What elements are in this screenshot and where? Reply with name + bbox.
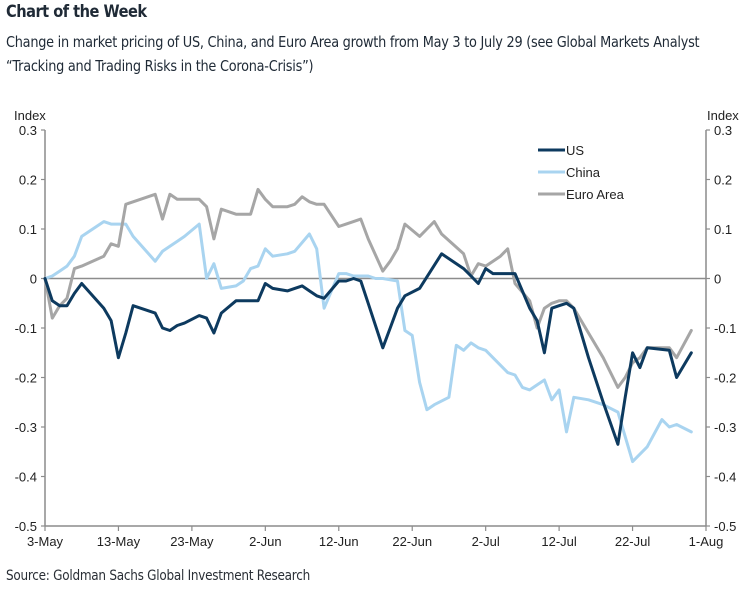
- series-line-us: [43, 252, 693, 446]
- series-line-euro-area: [43, 187, 693, 389]
- x-tick-label: 12-Jul: [541, 534, 577, 549]
- y-tick-label-right: 0: [714, 272, 721, 287]
- y-tick-label-left: -0.4: [15, 470, 37, 485]
- x-tick-label: 13-May: [97, 534, 141, 549]
- x-tick-label: 2-Jun: [249, 534, 282, 549]
- x-tick-label: 1-Aug: [689, 534, 724, 549]
- y-tick-label-right: 0.3: [714, 123, 732, 138]
- chart-title: Chart of the Week: [6, 2, 147, 22]
- x-tick-label: 22-Jul: [615, 534, 651, 549]
- y-tick-label-right: -0.2: [714, 371, 736, 386]
- chart-subtitle: Change in market pricing of US, China, a…: [6, 33, 700, 75]
- legend-label-china: China: [566, 165, 601, 180]
- legend: US China Euro Area: [538, 143, 625, 202]
- y-tick-label-left: 0.2: [19, 173, 37, 188]
- x-tick-label: 2-Jul: [472, 534, 500, 549]
- x-tick-label: 3-May: [27, 534, 64, 549]
- y-axis-left-label: Index: [14, 108, 46, 123]
- x-tick-label: 12-Jun: [319, 534, 359, 549]
- x-tick-label: 22-Jun: [392, 534, 432, 549]
- y-tick-label-right: 0.1: [714, 222, 732, 237]
- y-axis-right-label: Index: [707, 108, 739, 123]
- legend-label-euro-area: Euro Area: [566, 187, 625, 202]
- y-tick-label-right: -0.4: [714, 470, 736, 485]
- y-tick-label-left: -0.5: [15, 519, 37, 534]
- y-tick-label-left: 0.3: [19, 123, 37, 138]
- y-tick-label-left: 0.1: [19, 222, 37, 237]
- x-tick-label: 23-May: [170, 534, 214, 549]
- legend-label-us: US: [566, 143, 584, 158]
- y-tick-label-right: -0.1: [714, 321, 736, 336]
- y-tick-label-left: 0: [30, 272, 37, 287]
- y-tick-label-left: -0.2: [15, 371, 37, 386]
- source-note: Source: Goldman Sachs Global Investment …: [6, 568, 310, 584]
- y-tick-label-left: -0.1: [15, 321, 37, 336]
- y-tick-label-right: 0.2: [714, 173, 732, 188]
- y-tick-label-left: -0.3: [15, 420, 37, 435]
- series-line-china: [43, 220, 693, 464]
- y-tick-label-right: -0.3: [714, 420, 736, 435]
- y-tick-label-right: -0.5: [714, 519, 736, 534]
